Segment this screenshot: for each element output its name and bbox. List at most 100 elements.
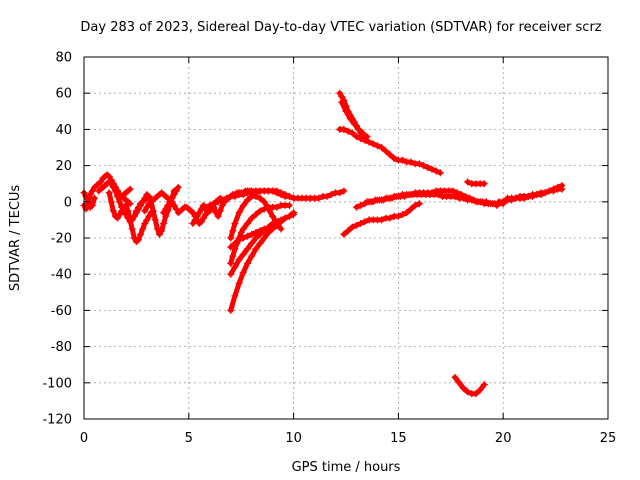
data-point	[170, 201, 178, 209]
data-point	[111, 183, 119, 191]
data-point	[390, 154, 398, 162]
data-point	[434, 191, 442, 199]
data-point	[122, 201, 130, 209]
data-point	[424, 163, 432, 171]
data-point	[197, 205, 205, 213]
data-point	[344, 127, 352, 135]
y-tick-label: -80	[51, 340, 72, 355]
data-point	[277, 189, 285, 197]
data-point	[361, 218, 369, 226]
data-point	[436, 169, 444, 177]
data-point	[260, 234, 268, 242]
data-point	[243, 232, 251, 240]
data-point	[212, 209, 220, 217]
data-point	[285, 212, 293, 220]
data-point	[105, 189, 113, 197]
series-trace-s	[338, 98, 367, 137]
data-point	[202, 203, 210, 211]
data-point	[373, 142, 381, 150]
data-point	[90, 194, 98, 202]
data-point	[239, 201, 247, 209]
y-tick-label: 80	[55, 51, 72, 66]
data-point	[210, 200, 218, 208]
data-point	[273, 203, 281, 211]
data-point	[361, 136, 369, 144]
data-point	[88, 187, 96, 195]
data-point	[378, 216, 386, 224]
series-trace-z	[503, 185, 566, 202]
data-point	[264, 205, 272, 213]
data-point	[130, 212, 138, 220]
data-point	[97, 178, 105, 186]
data-point	[137, 201, 145, 209]
series-trace-k	[197, 187, 298, 213]
data-point	[239, 234, 247, 242]
y-tick-label: 60	[55, 87, 72, 102]
axis-ticks: 0 5 10 15 20 25 -120 -100 -80 -60 -40 -20 0 20 40 60 80	[42, 51, 616, 447]
data-point	[235, 209, 243, 217]
data-point	[248, 214, 256, 222]
data-point	[315, 194, 323, 202]
data-point	[342, 107, 350, 115]
data-point	[227, 270, 235, 278]
data-point	[352, 133, 360, 141]
data-point	[197, 218, 205, 226]
data-point	[399, 156, 407, 164]
data-point	[357, 220, 365, 228]
x-tick-label: 25	[600, 431, 617, 446]
data-point	[359, 129, 367, 137]
data-point	[239, 225, 247, 233]
data-point	[476, 386, 484, 394]
data-point	[472, 390, 480, 398]
data-point	[227, 243, 235, 251]
data-point	[235, 236, 243, 244]
data-point	[109, 180, 117, 188]
y-axis-label: SDTVAR / TECUs	[8, 185, 23, 292]
data-point	[340, 187, 348, 195]
series-trace-d	[105, 189, 155, 246]
data-point	[141, 207, 149, 215]
data-point	[141, 194, 149, 202]
data-point	[281, 191, 289, 199]
data-point	[348, 223, 356, 231]
data-point	[350, 120, 358, 128]
data-point	[206, 201, 214, 209]
data-point	[107, 176, 115, 184]
data-point	[114, 187, 122, 195]
data-point	[88, 201, 96, 209]
data-point	[524, 192, 532, 200]
x-axis-label: GPS time / hours	[292, 460, 401, 475]
data-point	[162, 205, 170, 213]
data-point	[344, 227, 352, 235]
data-point	[256, 227, 264, 235]
data-point	[290, 210, 298, 218]
data-point	[227, 306, 235, 314]
data-point	[237, 229, 245, 237]
data-point	[132, 209, 140, 217]
data-point	[168, 194, 176, 202]
data-point	[252, 210, 260, 218]
data-point	[124, 207, 132, 215]
data-point	[357, 134, 365, 142]
data-point	[128, 225, 136, 233]
y-tick-label: 0	[64, 195, 72, 210]
y-tick-label: -60	[51, 304, 72, 319]
data-point	[256, 239, 264, 247]
series-trace-o	[227, 192, 285, 242]
data-point	[114, 214, 122, 222]
x-tick-label: 15	[390, 431, 407, 446]
data-point	[227, 234, 235, 242]
data-point	[243, 220, 251, 228]
series-trace-t	[340, 200, 423, 238]
data-point	[415, 200, 423, 208]
data-point	[260, 198, 268, 206]
data-point	[352, 203, 360, 211]
data-point	[229, 252, 237, 260]
data-point	[116, 210, 124, 218]
data-point	[231, 239, 239, 247]
data-point	[273, 220, 281, 228]
data-point	[550, 187, 558, 195]
data-point	[352, 221, 360, 229]
